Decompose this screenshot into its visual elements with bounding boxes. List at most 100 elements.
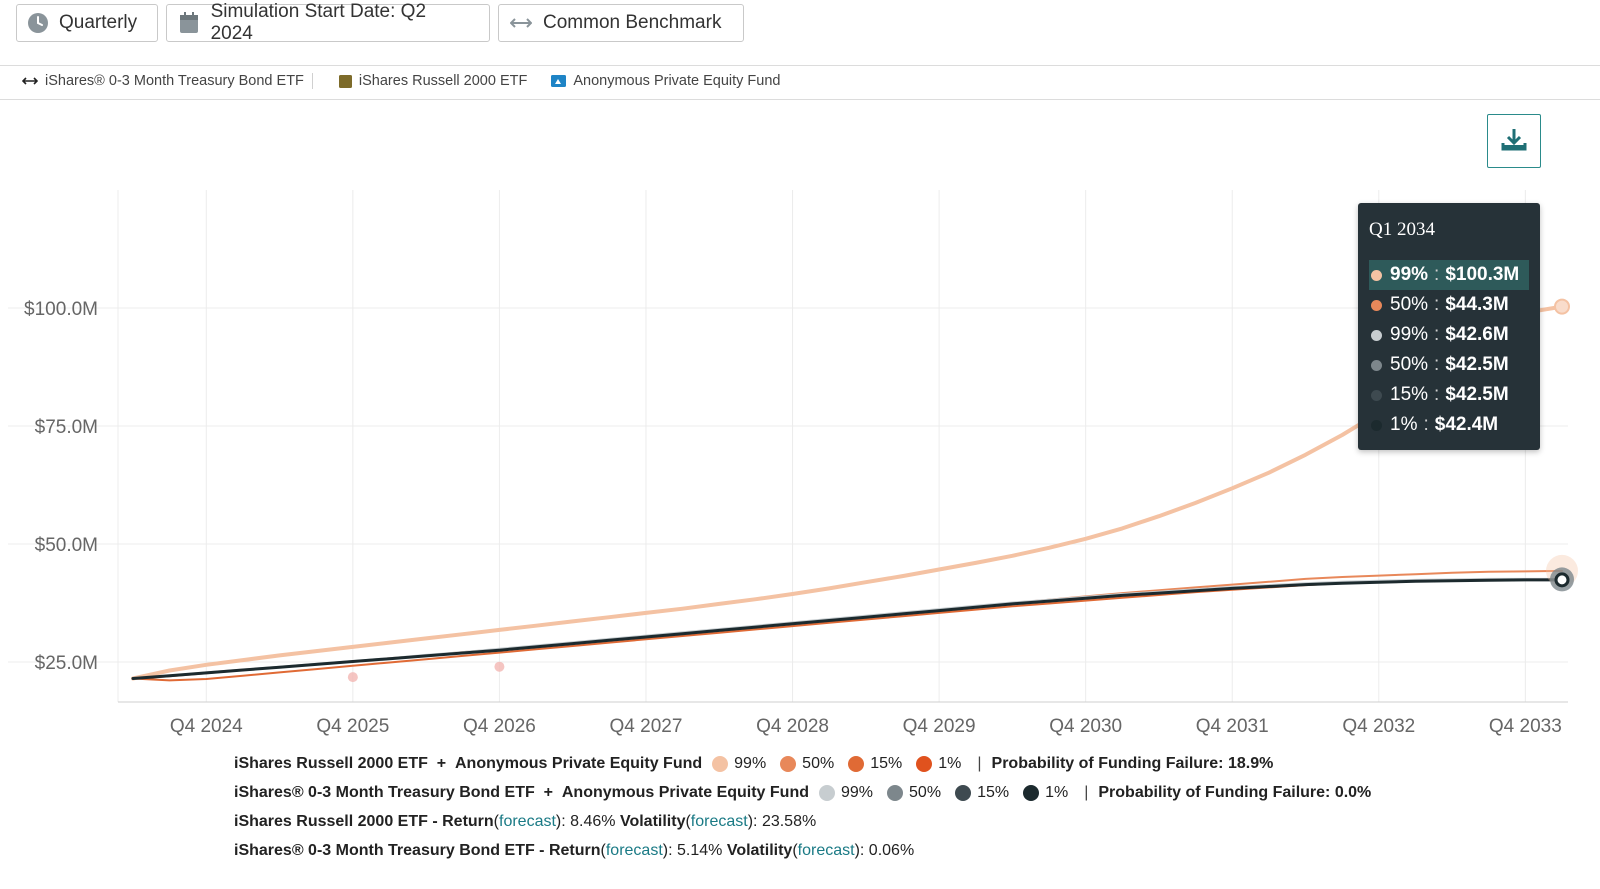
- chart-tooltip: Q1 2034 99%: $100.3M 50%: $44.3M 99%: $42.6…: [1358, 203, 1540, 450]
- asset-name: iShares Russell 2000 ETF -: [234, 813, 438, 830]
- olive-square-icon: [338, 74, 352, 88]
- volatility-value: ): 0.06%: [854, 842, 915, 859]
- series-dot: [1371, 299, 1382, 311]
- y-tick-label: $50.0M: [35, 535, 98, 556]
- tooltip-row: 99%: $100.3M: [1369, 260, 1529, 290]
- stats-row: iShares Russell 2000 ETF - Return (forec…: [234, 813, 816, 831]
- stats-row: iShares® 0-3 Month Treasury Bond ETF - R…: [234, 842, 914, 860]
- tooltip-value: $42.6M: [1445, 324, 1509, 345]
- x-tick-label: Q4 2025: [316, 716, 389, 737]
- download-button[interactable]: [1487, 114, 1541, 168]
- legend-item-treasury[interactable]: iShares® 0-3 Month Treasury Bond ETF: [22, 73, 304, 89]
- blue-fund-icon: [551, 74, 567, 88]
- x-tick-label: Q4 2027: [610, 716, 683, 737]
- series-point: [347, 672, 358, 683]
- volatility-label: Volatility: [619, 813, 686, 830]
- tooltip-row: 1%: $42.4M: [1369, 410, 1529, 440]
- legend-item-private-equity[interactable]: Anonymous Private Equity Fund: [551, 73, 780, 89]
- y-tick-label: $100.0M: [24, 299, 98, 320]
- tooltip-title: Q1 2034: [1369, 219, 1435, 240]
- y-tick-label: $25.0M: [35, 653, 98, 674]
- tooltip-row: 50%: $42.5M: [1369, 350, 1529, 380]
- tooltip-pct: 15%: [1390, 384, 1429, 405]
- tooltip-row: 50%: $44.3M: [1369, 290, 1529, 320]
- percentile-label: 99%: [734, 755, 767, 772]
- percentile-label: 15%: [870, 755, 903, 772]
- percentile-dot[interactable]: [712, 756, 729, 772]
- percentile-dot[interactable]: [916, 756, 933, 772]
- tooltip-colon: :: [1434, 324, 1440, 345]
- percentile-label: 15%: [977, 784, 1010, 801]
- percentile-label: 50%: [909, 784, 942, 801]
- percentile-dot[interactable]: [1023, 785, 1040, 801]
- combo-name: Anonymous Private Equity Fund: [561, 784, 809, 801]
- return-value: ): 5.14%: [662, 842, 723, 859]
- x-tick-label: Q4 2024: [170, 716, 243, 737]
- benchmark-button[interactable]: Common Benchmark: [498, 4, 744, 42]
- series-line: [132, 577, 1563, 680]
- volatility-label: Volatility: [726, 842, 793, 859]
- x-tick-label: Q4 2031: [1196, 716, 1269, 737]
- series-legend: iShares® 0-3 Month Treasury Bond ETF iSh…: [22, 73, 804, 89]
- combo-legend-row: iShares Russell 2000 ETF + Anonymous Pri…: [234, 755, 1273, 773]
- divider: [0, 99, 1600, 100]
- legend-label: Anonymous Private Equity Fund: [573, 73, 781, 89]
- double-arrow-icon: [509, 11, 533, 35]
- return-label: Return: [442, 813, 494, 830]
- percentile-label: 1%: [1045, 784, 1069, 801]
- percentile-label: 50%: [802, 755, 835, 772]
- series-dot: [1371, 419, 1382, 431]
- legend-label: iShares® 0-3 Month Treasury Bond ETF: [45, 73, 304, 89]
- toolbar: Quarterly Simulation Start Date: Q2 2024…: [16, 1, 744, 44]
- start-date-button[interactable]: Simulation Start Date: Q2 2024: [166, 1, 490, 44]
- frequency-button[interactable]: Quarterly: [16, 4, 158, 42]
- forecast-link[interactable]: forecast: [605, 842, 663, 859]
- forecast-link[interactable]: forecast: [797, 842, 855, 859]
- combo-name: iShares Russell 2000 ETF: [234, 755, 428, 772]
- series-line: [132, 578, 1563, 682]
- legend-item-russell[interactable]: iShares Russell 2000 ETF: [338, 73, 528, 89]
- tooltip-value: $100.3M: [1445, 264, 1520, 285]
- combo-name: iShares® 0-3 Month Treasury Bond ETF: [234, 784, 535, 801]
- y-tick-label: $75.0M: [35, 417, 98, 438]
- double-arrow-icon: [22, 76, 38, 86]
- paren: (: [600, 842, 606, 859]
- x-tick-label: Q4 2032: [1342, 716, 1415, 737]
- x-tick-label: Q4 2030: [1049, 716, 1122, 737]
- percentile-dot[interactable]: [819, 785, 835, 801]
- frequency-label: Quarterly: [59, 12, 138, 33]
- series-point: [494, 661, 505, 672]
- forecast-link[interactable]: forecast: [690, 813, 748, 830]
- x-tick-label: Q4 2028: [756, 716, 829, 737]
- divider: |: [1084, 784, 1089, 801]
- combo-legend-row: iShares® 0-3 Month Treasury Bond ETF + A…: [234, 784, 1371, 802]
- benchmark-label: Common Benchmark: [543, 12, 722, 33]
- percentile-label: 99%: [841, 784, 874, 801]
- paren: (: [685, 813, 691, 830]
- forecast-link[interactable]: forecast: [499, 813, 556, 830]
- tooltip-row: 99%: $42.6M: [1369, 320, 1529, 350]
- download-icon: [1501, 126, 1527, 157]
- tooltip-colon: :: [1434, 264, 1440, 285]
- percentile-dot[interactable]: [955, 785, 972, 801]
- tooltip-value: $44.3M: [1445, 294, 1509, 315]
- return-value: ): 8.46%: [555, 813, 616, 830]
- legend-label: iShares Russell 2000 ETF: [358, 73, 528, 89]
- percentile-dot[interactable]: [887, 785, 904, 801]
- divider: |: [977, 755, 982, 772]
- tooltip-value: $42.5M: [1445, 354, 1509, 375]
- x-tick-label: Q4 2029: [903, 716, 976, 737]
- combo-name: Anonymous Private Equity Fund: [455, 755, 703, 772]
- series-dot: [1371, 269, 1382, 281]
- percentile-dot[interactable]: [848, 756, 865, 772]
- percentile-dot[interactable]: [780, 756, 797, 772]
- tooltip-pct: 99%: [1390, 324, 1429, 345]
- volatility-value: ): 23.58%: [747, 813, 817, 830]
- start-date-label: Simulation Start Date: Q2 2024: [210, 1, 427, 44]
- tooltip-pct: 50%: [1390, 294, 1429, 315]
- tooltip-colon: :: [1434, 384, 1440, 405]
- tooltip-value: $42.4M: [1434, 414, 1499, 435]
- paren: (: [792, 842, 798, 859]
- tooltip-colon: :: [1434, 354, 1440, 375]
- tooltip-pct: 1%: [1390, 414, 1418, 435]
